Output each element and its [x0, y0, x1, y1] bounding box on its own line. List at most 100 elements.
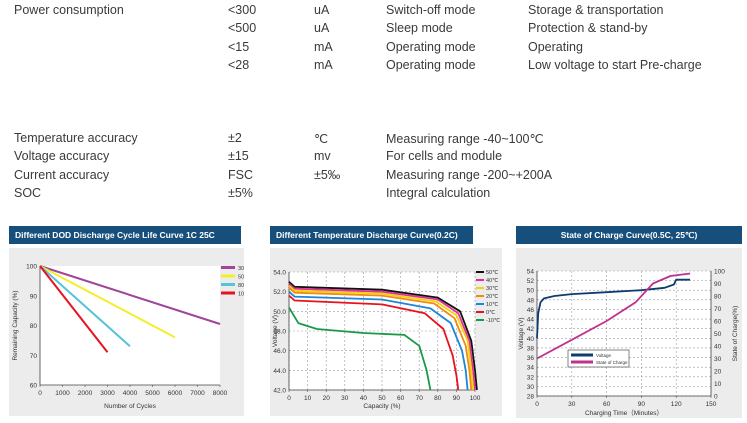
spec-value: <300 — [228, 3, 257, 17]
spec-unit: ±5‰ — [314, 168, 341, 182]
plot-area — [537, 271, 711, 396]
legend-swatch — [571, 360, 593, 364]
legend-label: 20℃ — [486, 294, 499, 300]
x-axis-label: Number of Cycles — [104, 403, 156, 410]
spec-name: Current accuracy — [14, 168, 110, 182]
spec-row: Current accuracy FSC ±5‰ Measuring range -2… — [0, 168, 747, 186]
x-tick-label: 3000 — [100, 390, 115, 397]
legend-swatch — [221, 274, 235, 278]
legend-label: -10℃ — [486, 318, 501, 324]
y-tick-label: 44.0 — [273, 368, 286, 375]
spec-value: ±15 — [228, 149, 249, 163]
series-line — [39, 265, 109, 353]
series-line — [536, 278, 691, 339]
legend-swatch — [221, 283, 235, 286]
spec-condition: Integral calculation — [386, 186, 491, 200]
spec-row: Temperature accuracy ±2 ℃ Measuring range -… — [0, 131, 747, 149]
y-tick-label: 32 — [527, 374, 535, 381]
spec-row: <28 mA Operating mode Low voltage to start … — [0, 58, 747, 76]
spec-name: Power consumption — [14, 3, 124, 17]
spec-condition: Measuring range -40~100℃ — [386, 132, 544, 146]
x-tick-label: 90 — [453, 395, 461, 402]
y-tick-label: 50.0 — [273, 309, 286, 316]
spec-remark: Storage & transportation — [528, 3, 664, 17]
chart-title: Different Temperature Discharge Curve(0.… — [270, 226, 473, 244]
legend-label: Voltage — [596, 353, 612, 358]
legend-label: 0℃ — [486, 310, 496, 316]
spec-value: ±5% — [228, 186, 253, 200]
spec-row: Voltage accuracy ±15 mv For cells and modul… — [0, 149, 747, 167]
spec-row: <500 uA Sleep mode Protection & stand-by — [0, 21, 747, 39]
legend-label: 30% — [238, 266, 244, 272]
y-tick-label: 48 — [527, 297, 535, 304]
spec-remark: Protection & stand-by — [528, 21, 648, 35]
legend-label: State of Charge — [596, 360, 628, 365]
legend-swatch — [571, 353, 593, 357]
x-tick-label: 0 — [38, 390, 42, 397]
series-line — [288, 287, 473, 391]
right-y-tick-label: 70 — [714, 306, 722, 313]
spec-value: <28 — [228, 58, 250, 72]
spec-unit: uA — [314, 21, 330, 35]
spec-value: <15 — [228, 40, 250, 54]
spec-value: FSC — [228, 168, 253, 182]
x-tick-label: 60 — [603, 401, 611, 408]
right-y-tick-label: 30 — [714, 356, 722, 363]
y-tick-label: 50 — [527, 288, 535, 295]
y-tick-label: 46 — [527, 307, 535, 314]
spec-table: Power consumption <300 uA Switch-off mode St… — [0, 0, 747, 210]
spec-row: <15 mA Operating mode Operating — [0, 40, 747, 58]
x-tick-label: 100 — [470, 395, 481, 402]
right-y-tick-label: 90 — [714, 281, 722, 288]
spec-row: Power consumption <300 uA Switch-off mode St… — [0, 3, 747, 21]
spec-name: Voltage accuracy — [14, 149, 110, 163]
y-tick-label: 40 — [527, 336, 535, 343]
y-tick-label: 90 — [30, 293, 38, 300]
x-axis-label: Capacity (%) — [363, 403, 400, 410]
y-tick-label: 42 — [527, 326, 535, 333]
legend-label: 80% — [238, 283, 244, 289]
x-tick-label: 5000 — [145, 390, 160, 397]
spec-unit: mA — [314, 58, 333, 72]
cycle-life-chart: 60 70 80 90 100 0 1000 2000 3000 4000 5000 6000 7000… — [9, 248, 252, 416]
chart-title: State of Charge Curve(0.5C, 25℃) — [516, 226, 742, 244]
legend-label: 50℃ — [486, 270, 499, 276]
x-tick-label: 8000 — [213, 390, 228, 397]
legend-label: 10℃ — [486, 302, 499, 308]
spec-condition: Switch-off mode — [386, 3, 476, 17]
right-y-tick-label: 80 — [714, 294, 722, 301]
state-of-charge-chart: 28 30 32 34 36 38 40 42 44 46 48 50 52 54 0 30 60 90 120 15… — [516, 248, 742, 418]
series-line — [288, 281, 478, 391]
right-y-tick-label: 60 — [714, 319, 722, 326]
x-tick-label: 1000 — [55, 390, 70, 397]
spec-unit: mA — [314, 40, 333, 54]
y-tick-label: 42.0 — [273, 388, 286, 395]
spec-unit: ℃ — [314, 132, 329, 146]
x-tick-label: 7000 — [190, 390, 205, 397]
legend-label: 50% — [238, 275, 244, 281]
chart-title: Different DOD Discharge Cycle Life Curve… — [9, 226, 241, 244]
y-tick-label: 36 — [527, 355, 535, 362]
series-line — [39, 265, 221, 325]
y-tick-label: 46.0 — [273, 348, 286, 355]
y-tick-label: 80 — [30, 323, 38, 330]
x-tick-label: 0 — [287, 395, 291, 402]
y-tick-label: 54.0 — [273, 270, 286, 277]
y-tick-label: 52.0 — [273, 289, 286, 296]
series-line — [288, 283, 476, 391]
y-tick-label: 30 — [527, 384, 535, 391]
x-tick-label: 120 — [671, 401, 682, 408]
legend-label: 30℃ — [486, 286, 499, 292]
y-tick-label: 52 — [527, 278, 535, 285]
spec-condition: Operating mode — [386, 58, 476, 72]
x-tick-label: 50 — [378, 395, 386, 402]
legend-label: 40℃ — [486, 278, 499, 284]
spec-condition: Measuring range -200~+200A — [386, 168, 553, 182]
series-line — [39, 265, 131, 348]
spec-remark: Operating — [528, 40, 583, 54]
spec-remark: Low voltage to start Pre-charge — [528, 58, 702, 72]
right-y-tick-label: 50 — [714, 331, 722, 338]
y-tick-label: 38 — [527, 345, 535, 352]
y-tick-label: 34 — [527, 365, 535, 372]
x-tick-label: 40 — [360, 395, 368, 402]
